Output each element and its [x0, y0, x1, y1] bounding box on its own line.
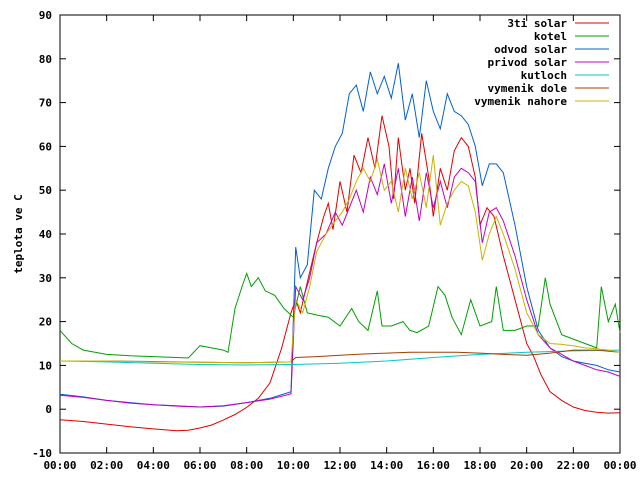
legend-label: vymenik nahore: [474, 95, 567, 108]
legend-label: kutloch: [521, 69, 567, 82]
y-tick-label: 0: [45, 403, 52, 416]
x-axis-ticks: 00:00 02:00 04:00 06:00 08:00 10:00 12:00 14:00…: [43, 15, 637, 472]
y-tick-label: 70: [39, 97, 52, 110]
x-tick-label: 16:00: [417, 459, 450, 472]
x-tick-label: 02:00: [90, 459, 123, 472]
x-tick-label: 10:00: [277, 459, 310, 472]
x-tick-label: 08:00: [230, 459, 263, 472]
x-tick-label: 22:00: [557, 459, 590, 472]
y-tick-label: 30: [39, 272, 52, 285]
x-tick-label: 06:00: [183, 459, 216, 472]
y-tick-label: -10: [32, 447, 52, 460]
y-axis-label: teplota ve C: [12, 194, 25, 273]
series-lines: [59, 63, 621, 432]
y-tick-label: 40: [39, 228, 52, 241]
legend-label: privod solar: [488, 56, 568, 69]
series-line-3ti-solar: [59, 115, 621, 432]
y-axis-ticks: -10 0 10 20 30 40 50 60 70 80 90: [32, 9, 620, 460]
y-tick-label: 90: [39, 9, 52, 22]
series-line-kutloch: [59, 349, 621, 366]
y-tick-label: 80: [39, 53, 52, 66]
x-tick-label: 04:00: [137, 459, 170, 472]
x-tick-label: 20:00: [510, 459, 543, 472]
x-tick-label: 18:00: [463, 459, 496, 472]
x-tick-label: 00:00: [43, 459, 76, 472]
y-tick-label: 50: [39, 184, 52, 197]
x-tick-label: 00:00: [603, 459, 636, 472]
x-tick-label: 14:00: [370, 459, 403, 472]
y-tick-label: 20: [39, 316, 52, 329]
series-line-privod-solar: [59, 163, 621, 408]
y-tick-label: 60: [39, 140, 52, 153]
legend-label: odvod solar: [494, 43, 567, 56]
legend-label: vymenik dole: [488, 82, 568, 95]
legend-label: kotel: [534, 30, 567, 43]
legend-label: 3ti solar: [507, 17, 567, 30]
y-tick-label: 10: [39, 359, 52, 372]
series-line-vymenik-nahore: [60, 155, 621, 364]
x-tick-label: 12:00: [323, 459, 356, 472]
series-line-kotel: [59, 271, 621, 359]
